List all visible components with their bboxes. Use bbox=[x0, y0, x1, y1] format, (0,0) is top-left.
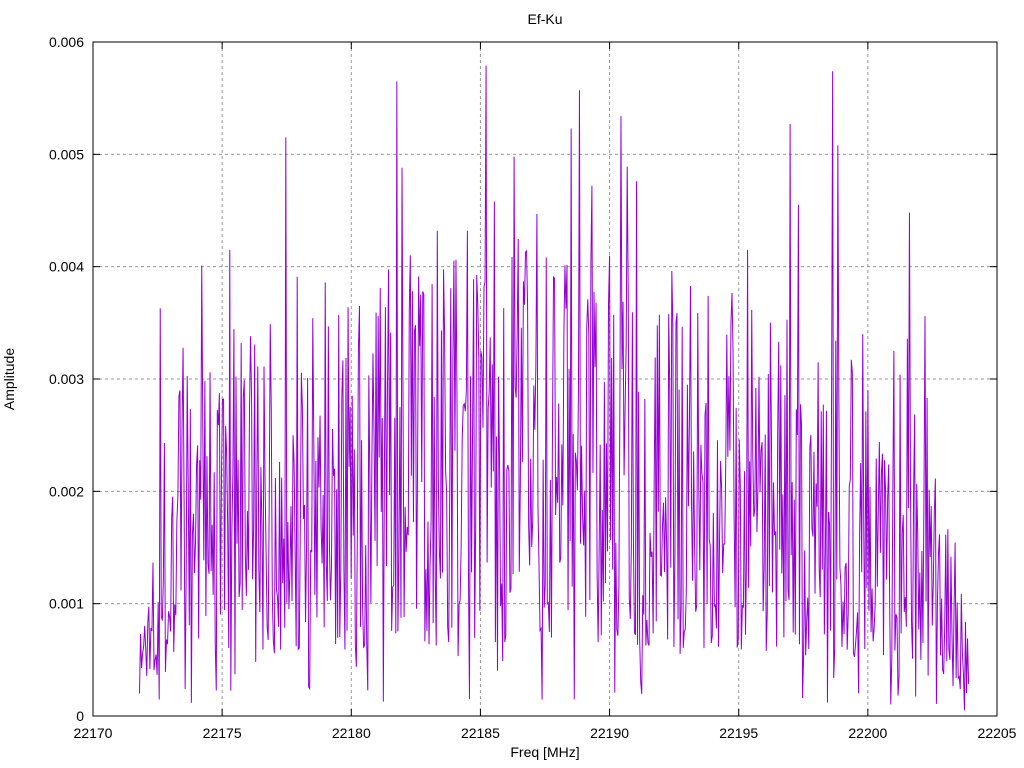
y-axis-label: Amplitude bbox=[1, 348, 17, 410]
x-tick-label: 22190 bbox=[590, 725, 629, 741]
x-axis-label: Freq [MHz] bbox=[510, 744, 579, 760]
x-tick-label: 22185 bbox=[461, 725, 500, 741]
y-tick-label: 0.002 bbox=[49, 483, 84, 499]
x-tick-label: 22175 bbox=[203, 725, 242, 741]
y-tick-label: 0 bbox=[76, 708, 84, 724]
spectrum-trace bbox=[138, 65, 970, 711]
x-tick-label: 22180 bbox=[332, 725, 371, 741]
y-tick-label: 0.003 bbox=[49, 371, 84, 387]
y-tick-label: 0.005 bbox=[49, 146, 84, 162]
x-tick-label: 22205 bbox=[978, 725, 1017, 741]
chart-generated-layer: 22170 22175 22180 22185 22190 22195 22200 22205… bbox=[49, 34, 1017, 741]
y-tick-label: 0.001 bbox=[49, 596, 84, 612]
x-tick-label: 22200 bbox=[848, 725, 887, 741]
y-tick-label: 0.006 bbox=[49, 34, 84, 50]
y-tick-label: 0.004 bbox=[49, 259, 84, 275]
x-tick-label: 22170 bbox=[74, 725, 113, 741]
x-tick-label: 22195 bbox=[719, 725, 758, 741]
chart-title: Ef-Ku bbox=[527, 11, 562, 27]
